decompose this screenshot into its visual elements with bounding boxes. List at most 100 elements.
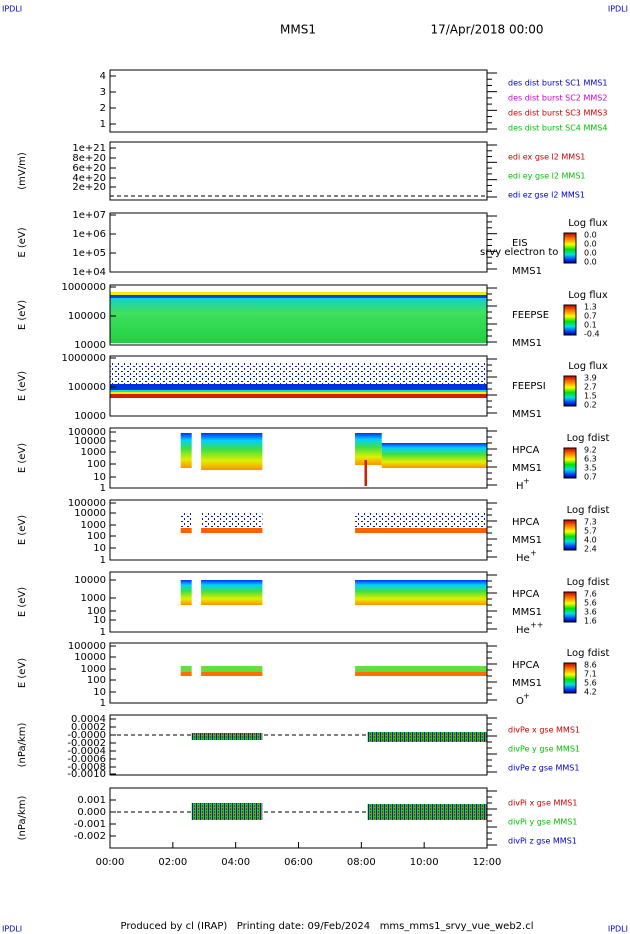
colorbar-label: 9.2: [584, 446, 597, 455]
y-tick-label: 3: [100, 87, 106, 98]
side-label: HPCA: [512, 660, 540, 671]
data-area: [355, 666, 487, 672]
colorbar-label: 0.0: [584, 231, 597, 240]
data-area: [180, 513, 192, 528]
corner-label: IPDLI: [608, 5, 628, 14]
y-tick-label: 100000: [68, 641, 106, 652]
side-label: EIS: [512, 238, 528, 249]
species-charge: +: [523, 692, 530, 701]
legend-entry: divPe z gse MMS1: [508, 764, 579, 773]
colorbar-title: Log fdist: [567, 433, 610, 444]
side-label: MMS1: [512, 463, 542, 474]
colorbar: [563, 447, 577, 479]
colorbar-label: 1.6: [584, 617, 597, 626]
data-area: [201, 666, 263, 672]
data-area: [180, 672, 192, 676]
y-tick-label: -0.002: [74, 831, 106, 842]
panel-frame: [109, 571, 488, 633]
data-area: [355, 672, 487, 676]
species: H: [516, 481, 524, 492]
colorbar-title: Log fdist: [567, 648, 610, 659]
species-charge: ++: [530, 621, 543, 630]
colorbar-label: 4.0: [584, 536, 597, 545]
y-tick-label: 1e+06: [72, 229, 106, 240]
y-tick-label: 10: [93, 615, 106, 626]
y-axis-label: (nPa/km): [17, 796, 28, 841]
data-area: [367, 804, 487, 820]
colorbar-label: 3.6: [584, 608, 597, 617]
y-axis-label: (mV/m): [17, 152, 28, 190]
colorbar-title: Log flux: [568, 290, 608, 301]
y-tick-label: 10000: [74, 340, 106, 351]
y-axis-label: E (eV): [17, 515, 28, 545]
species: O: [516, 696, 524, 707]
y-tick-label: 4: [100, 71, 106, 82]
footer: Produced by cl (IRAP) Printing date: 09/…: [120, 921, 533, 932]
x-tick-label: 08:00: [347, 857, 376, 868]
data-area: [201, 672, 263, 676]
colorbar-label: 0.0: [584, 249, 597, 258]
y-tick-label: 10000: [74, 508, 106, 519]
y-axis-label: (nPa/km): [17, 723, 28, 768]
corner-label: IPDLI: [2, 925, 22, 934]
colorbar-title: Log fdist: [567, 505, 610, 516]
colorbar-label: 3.5: [584, 464, 597, 473]
colorbar-label: 6.3: [584, 455, 597, 464]
x-tick-label: 06:00: [284, 857, 313, 868]
y-tick-label: 10000: [74, 411, 106, 422]
colorbar-label: 7.6: [584, 590, 597, 599]
y-tick-label: 100000: [68, 311, 106, 322]
panel-frame: [109, 427, 488, 489]
colorbar-label: 2.4: [584, 545, 597, 554]
colorbar-label: 5.6: [584, 599, 597, 608]
y-tick-label: 1: [100, 627, 106, 638]
legend-entry: des dist burst SC3 MMS3: [508, 109, 607, 118]
date: 17/Apr/2018 00:00: [430, 23, 543, 37]
colorbar-title: Log flux: [568, 361, 608, 372]
legend-entry: divPi y gse MMS1: [508, 818, 577, 827]
data-area: [355, 513, 487, 528]
corner-label: IPDLI: [608, 925, 628, 934]
y-tick-label: -0.0004: [67, 746, 106, 757]
colorbar-label: 0.0: [584, 240, 597, 249]
data-area: [355, 580, 487, 605]
side-label: MMS1: [512, 266, 542, 277]
data-area: [355, 433, 382, 465]
data-area: [110, 295, 487, 298]
y-axis-label: E (eV): [17, 658, 28, 688]
side-label: MMS1: [512, 678, 542, 689]
data-area: [110, 384, 487, 390]
data-area: [367, 732, 487, 742]
legend-entry: des dist burst SC4 MMS4: [508, 124, 607, 133]
y-axis-label: E (eV): [17, 227, 28, 257]
y-tick-label: -0.0000: [67, 730, 106, 741]
y-tick-label: 0.001: [77, 795, 106, 806]
side-label: MMS1: [512, 607, 542, 618]
y-tick-label: 100000: [68, 427, 106, 438]
data-area: [110, 362, 487, 384]
colorbar: [563, 662, 577, 694]
panel-frame: [109, 355, 488, 417]
y-tick-label: -0.001: [74, 819, 106, 830]
panel-frame: [109, 284, 488, 346]
colorbar-label: 0.2: [584, 401, 597, 410]
x-tick-label: 02:00: [158, 857, 187, 868]
y-tick-label: 1: [100, 483, 106, 494]
legend-entry: divPe y gse MMS1: [508, 745, 580, 754]
data-area: [201, 528, 263, 533]
x-tick-label: 10:00: [410, 857, 439, 868]
panel-frame: [109, 141, 488, 201]
colorbar-label: 0.0: [584, 258, 597, 267]
y-tick-label: 10000: [74, 652, 106, 663]
species: He: [516, 625, 530, 636]
data-area: [201, 433, 263, 470]
y-tick-label: 6e+20: [72, 163, 106, 174]
y-tick-label: 10: [93, 472, 106, 483]
data-area: [191, 733, 263, 740]
side-label: HPCA: [512, 445, 540, 456]
colorbar-label: 1.5: [584, 392, 597, 401]
colorbar-label: 4.2: [584, 688, 597, 697]
colorbar-label: 7.1: [584, 670, 597, 679]
y-tick-label: 1000: [81, 447, 106, 458]
data-area: [364, 460, 367, 486]
